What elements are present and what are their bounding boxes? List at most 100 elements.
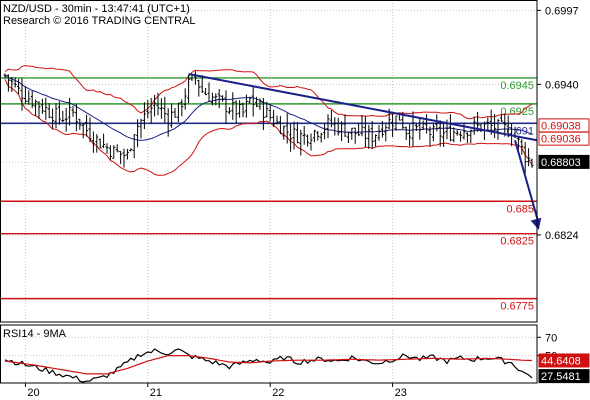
price-bar <box>278 116 282 135</box>
price-bar <box>98 138 102 149</box>
price-bar <box>261 97 265 131</box>
price-bar <box>425 114 429 134</box>
price-bar <box>316 130 320 141</box>
price-bar <box>272 109 276 127</box>
price-bar <box>418 117 422 140</box>
rsi-panel-border <box>0 324 538 384</box>
price-bar <box>210 92 214 106</box>
price-bar <box>319 132 323 143</box>
price-bar <box>44 97 48 120</box>
price-bar <box>452 127 456 143</box>
price-bar <box>68 97 72 126</box>
level-label: 0.6825 <box>500 236 534 248</box>
level-label: 0.6945 <box>500 80 534 92</box>
price-bar <box>428 126 432 147</box>
price-bar <box>227 107 231 115</box>
price-bar <box>71 105 75 117</box>
price-bar <box>91 131 95 153</box>
price-bar <box>455 129 459 136</box>
price-box: 0.69038 <box>538 118 590 133</box>
price-bar <box>435 114 439 132</box>
price-bar <box>503 113 507 137</box>
price-bar <box>57 101 61 125</box>
rsi-value-box-label: 27.5481 <box>541 371 581 383</box>
price-bar <box>302 125 306 145</box>
price-bar <box>132 134 136 159</box>
price-bar <box>234 100 238 124</box>
price-panel-border <box>0 0 538 323</box>
price-bar <box>486 117 490 132</box>
price-bar <box>231 92 235 120</box>
price-bar <box>336 117 340 136</box>
price-bar <box>204 87 208 96</box>
price-bar <box>17 79 21 95</box>
price-bars <box>3 71 534 174</box>
price-bar <box>268 104 272 122</box>
price-bar <box>323 123 327 140</box>
price-bar <box>367 124 371 149</box>
price-bar <box>299 129 303 156</box>
price-bar <box>343 114 347 137</box>
price-bar <box>74 103 78 132</box>
price-bar <box>530 158 534 168</box>
rsi-ma-value-box-bg <box>538 353 590 368</box>
price-bar <box>88 117 92 143</box>
chart-frame <box>0 0 538 384</box>
price-bar <box>275 115 279 125</box>
price-bar <box>10 76 14 92</box>
price-bar <box>357 122 361 136</box>
price-bar <box>414 123 418 131</box>
price-y-tick-label: 0.6997 <box>545 5 579 17</box>
price-bar <box>173 107 177 118</box>
price-bar <box>159 98 163 119</box>
price-bar <box>309 133 313 151</box>
rsi-y-tick-label: 70 <box>545 332 557 344</box>
price-bar <box>119 150 123 165</box>
price-bar <box>469 129 473 144</box>
rsi-value-box: 27.5481 <box>538 369 590 384</box>
price-bar <box>516 136 520 150</box>
price-bar <box>122 148 126 168</box>
price-bar <box>353 127 357 144</box>
descending-trendline <box>188 73 538 142</box>
price-bar <box>47 103 51 119</box>
price-y-tick-label: 0.6940 <box>545 79 579 91</box>
price-bar <box>255 96 259 108</box>
chart-header-source: Research © 2016 TRADING CENTRAL <box>3 15 196 27</box>
current-price-box: 0.68803 <box>538 154 590 169</box>
price-bar <box>431 122 435 142</box>
price-bar <box>30 90 34 109</box>
price-box: 0.69036 <box>538 131 590 146</box>
price-bar <box>187 74 191 104</box>
price-bar <box>6 74 10 92</box>
price-bar <box>51 108 55 130</box>
price-bar <box>374 134 378 147</box>
price-bar <box>442 122 446 147</box>
level-label: 0.691 <box>506 125 534 137</box>
current-price-box-label: 0.68803 <box>541 157 581 169</box>
price-value-boxes: 0.69038 0.69036 0.68803 44.6408 27.5481 <box>538 118 590 384</box>
rsi-panel-title: RSI14 - 9MA <box>3 328 67 340</box>
chart-header-symbol: NZD/USD - 30min - 13:47:41 (UTC+1) <box>3 3 190 15</box>
price-bar <box>180 99 184 117</box>
rsi-value-box-bg <box>538 369 590 384</box>
trend-annotations <box>188 73 542 230</box>
price-bar <box>142 102 146 130</box>
price-bar <box>265 101 269 118</box>
x-axis-tick-label: 21 <box>150 387 162 399</box>
price-bar <box>527 148 531 167</box>
price-box-label: 0.69038 <box>541 120 581 132</box>
price-bar <box>448 114 452 142</box>
price-bar <box>27 90 31 105</box>
price-bar <box>312 129 316 143</box>
price-bar <box>197 79 201 97</box>
price-bar <box>34 99 38 117</box>
price-bar <box>520 139 524 155</box>
price-bar <box>363 115 367 148</box>
price-bar <box>384 124 388 142</box>
price-bar <box>207 82 211 102</box>
price-bar <box>221 95 225 102</box>
price-bar <box>289 123 293 152</box>
current-price-box-bg <box>538 154 590 169</box>
